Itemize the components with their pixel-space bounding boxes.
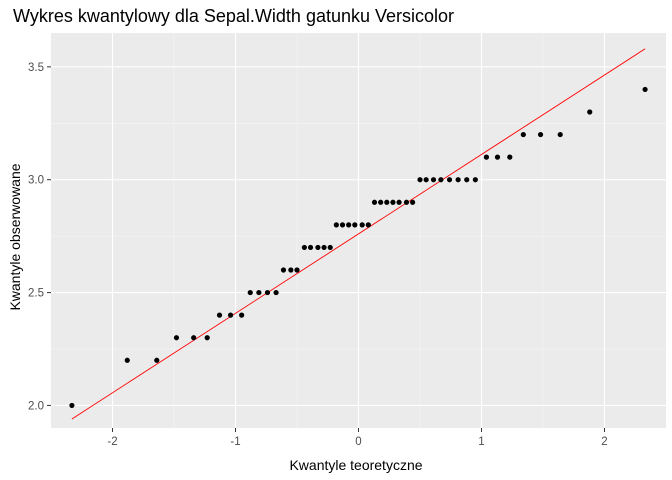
data-point — [507, 154, 513, 160]
y-tick-label: 2.5 — [28, 288, 44, 300]
data-point — [315, 244, 321, 251]
major-gridlines — [51, 33, 666, 428]
data-point — [321, 244, 327, 251]
data-point — [327, 244, 333, 251]
data-point — [390, 199, 396, 205]
data-point — [455, 177, 461, 183]
data-point — [204, 335, 210, 341]
x-tick-label: 0 — [355, 436, 361, 448]
data-point — [494, 154, 501, 160]
data-point — [216, 312, 223, 318]
data-point — [446, 177, 453, 183]
data-point — [280, 267, 287, 273]
data-point — [339, 222, 346, 228]
data-point — [520, 131, 526, 138]
data-point — [301, 244, 307, 251]
data-point — [384, 199, 390, 205]
data-point — [173, 335, 180, 341]
x-axis-title: Kwantyle teoretyczne — [289, 457, 422, 473]
data-point — [438, 177, 444, 183]
data-point — [430, 177, 437, 183]
data-point — [352, 222, 358, 228]
data-point — [371, 199, 378, 205]
data-point — [378, 199, 384, 205]
x-tick-label: -2 — [107, 436, 117, 448]
y-tick-label: 2.0 — [28, 400, 44, 412]
x-tick-label: 2 — [601, 436, 607, 448]
data-point — [333, 222, 339, 228]
data-point — [483, 154, 490, 160]
data-point — [227, 312, 234, 318]
data-point — [294, 267, 300, 273]
data-point — [642, 86, 648, 93]
data-point — [417, 177, 423, 183]
y-axis-title: Kwantyle obserwowane — [7, 163, 23, 310]
data-point — [191, 335, 197, 341]
data-points — [69, 86, 648, 409]
reference-line-group — [71, 48, 646, 420]
data-point — [359, 222, 365, 228]
y-tick-label: 3.0 — [28, 175, 44, 187]
data-point — [365, 222, 371, 228]
data-point — [537, 131, 544, 138]
data-point — [403, 199, 410, 205]
x-axis-ticks: -2 -1 0 1 2 — [107, 428, 608, 448]
data-point — [472, 177, 478, 183]
data-point — [464, 177, 470, 183]
data-point — [396, 199, 402, 205]
data-point — [124, 357, 130, 363]
chart-title: Wykres kwantylowy dla Sepal.Width gatunk… — [13, 6, 454, 26]
data-point — [247, 289, 253, 296]
data-point — [264, 289, 271, 296]
data-point — [69, 402, 75, 409]
data-point — [256, 289, 262, 296]
x-tick-label: 1 — [478, 436, 484, 448]
data-point — [410, 199, 416, 205]
x-tick-label: -1 — [230, 436, 240, 448]
data-point — [346, 222, 352, 228]
data-point — [154, 357, 160, 363]
data-point — [288, 267, 294, 273]
data-point — [587, 109, 593, 115]
y-axis-ticks: 2.0 2.5 3.0 3.5 — [28, 62, 51, 412]
data-point — [307, 244, 314, 251]
data-point — [557, 131, 563, 138]
data-point — [273, 289, 279, 296]
y-tick-label: 3.5 — [28, 62, 44, 74]
qq-reference-line — [71, 48, 646, 420]
data-point — [423, 177, 429, 183]
data-point — [239, 312, 245, 318]
